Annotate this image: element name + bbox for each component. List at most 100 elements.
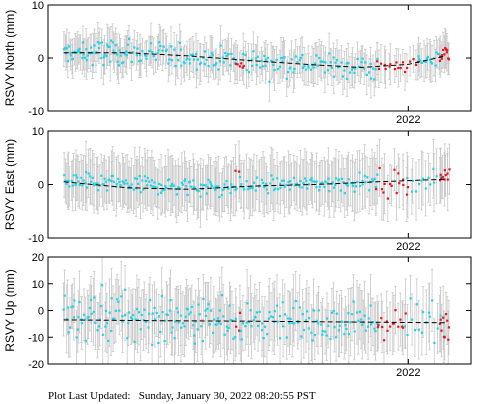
cyan-data-point	[188, 58, 191, 61]
cyan-data-point	[424, 187, 427, 190]
cyan-data-point	[351, 184, 354, 188]
cyan-data-point	[278, 314, 282, 318]
red-data-point	[383, 182, 386, 185]
cyan-data-point	[227, 187, 230, 190]
cyan-data-point	[358, 184, 362, 188]
cyan-data-point	[199, 61, 202, 64]
cyan-data-point	[247, 321, 250, 324]
red-data-point	[399, 67, 402, 70]
cyan-data-point	[165, 186, 168, 189]
cyan-data-point	[177, 186, 180, 189]
cyan-data-point	[296, 182, 299, 185]
cyan-data-point	[250, 58, 253, 61]
cyan-data-point	[187, 313, 190, 316]
cyan-data-point	[327, 324, 330, 327]
cyan-data-point	[168, 58, 171, 61]
cyan-data-point	[225, 55, 228, 58]
x-tick-label: 2022	[396, 241, 420, 253]
cyan-data-point	[424, 60, 427, 63]
cyan-data-point	[132, 188, 135, 191]
y-tick-label: 10	[32, 0, 44, 12]
cyan-data-point	[326, 69, 330, 72]
cyan-data-point	[315, 319, 318, 323]
cyan-data-point	[90, 312, 93, 315]
cyan-data-point	[275, 304, 279, 307]
cyan-data-point	[220, 294, 224, 297]
cyan-data-point	[328, 190, 331, 193]
cyan-data-point	[207, 178, 210, 181]
cyan-data-point	[142, 318, 145, 322]
cyan-data-point	[174, 320, 177, 323]
cyan-data-point	[420, 331, 424, 334]
plot-update-footer: Plot Last Updated: Sunday, January 30, 2…	[48, 390, 316, 402]
cyan-data-point	[371, 67, 375, 70]
cyan-data-point	[296, 61, 299, 64]
cyan-data-point	[299, 56, 303, 59]
cyan-data-point	[335, 312, 338, 315]
cyan-data-point	[135, 54, 138, 57]
cyan-data-point	[87, 315, 90, 319]
red-data-point	[402, 178, 405, 181]
cyan-data-point	[439, 314, 442, 317]
cyan-data-point	[87, 172, 90, 175]
cyan-data-point	[105, 322, 109, 325]
cyan-data-point	[105, 189, 109, 192]
cyan-data-point	[127, 37, 131, 41]
cyan-data-point	[310, 331, 313, 334]
cyan-data-point	[298, 59, 301, 62]
cyan-data-point	[159, 44, 162, 48]
cyan-data-point	[92, 310, 95, 314]
y-axis-label: RSVY Up (mm)	[3, 269, 17, 351]
cyan-data-point	[183, 325, 186, 328]
cyan-data-point	[85, 59, 88, 62]
red-data-point	[383, 63, 386, 67]
cyan-data-point	[258, 310, 261, 313]
cyan-data-point	[89, 298, 93, 302]
cyan-data-point	[428, 58, 431, 61]
cyan-data-point	[318, 189, 321, 192]
cyan-data-point	[140, 313, 143, 317]
cyan-data-point	[339, 189, 343, 192]
error-bars	[62, 139, 451, 228]
cyan-data-point	[374, 68, 377, 71]
cyan-data-point	[371, 178, 374, 181]
cyan-data-point	[406, 176, 409, 180]
cyan-data-point	[358, 171, 361, 174]
cyan-data-point	[406, 333, 409, 337]
cyan-data-point	[309, 178, 312, 182]
cyan-data-point	[270, 315, 273, 318]
cyan-data-point	[198, 313, 201, 316]
cyan-data-point	[169, 299, 172, 302]
cyan-data-point	[351, 66, 354, 69]
cyan-data-point	[348, 71, 352, 74]
cyan-data-point	[227, 52, 230, 56]
cyan-data-point	[157, 49, 160, 52]
cyan-data-point	[120, 295, 123, 298]
cyan-data-point	[277, 68, 280, 71]
cyan-data-point	[272, 63, 275, 67]
cyan-data-point	[302, 328, 306, 332]
cyan-data-point	[195, 68, 198, 71]
cyan-data-point	[78, 183, 81, 186]
footer-label: Plot Last Updated:	[48, 390, 131, 402]
cyan-data-point	[207, 303, 210, 306]
cyan-data-point	[307, 66, 310, 69]
cyan-data-point	[294, 55, 297, 58]
red-data-point	[399, 318, 402, 321]
cyan-data-point	[175, 193, 178, 196]
cyan-data-point	[117, 300, 120, 303]
cyan-data-point	[369, 77, 373, 80]
cyan-data-point	[345, 327, 348, 331]
cyan-data-point	[374, 329, 377, 333]
cyan-data-point	[139, 191, 142, 194]
cyan-data-point	[244, 53, 247, 57]
cyan-data-point	[364, 61, 367, 64]
cyan-data-point	[240, 338, 243, 341]
cyan-data-point	[207, 65, 210, 68]
cyan-data-point	[425, 57, 429, 60]
cyan-data-point	[204, 314, 207, 317]
cyan-data-point	[141, 179, 144, 182]
cyan-data-point	[209, 181, 212, 184]
cyan-data-point	[78, 47, 81, 50]
cyan-data-point	[266, 56, 269, 60]
